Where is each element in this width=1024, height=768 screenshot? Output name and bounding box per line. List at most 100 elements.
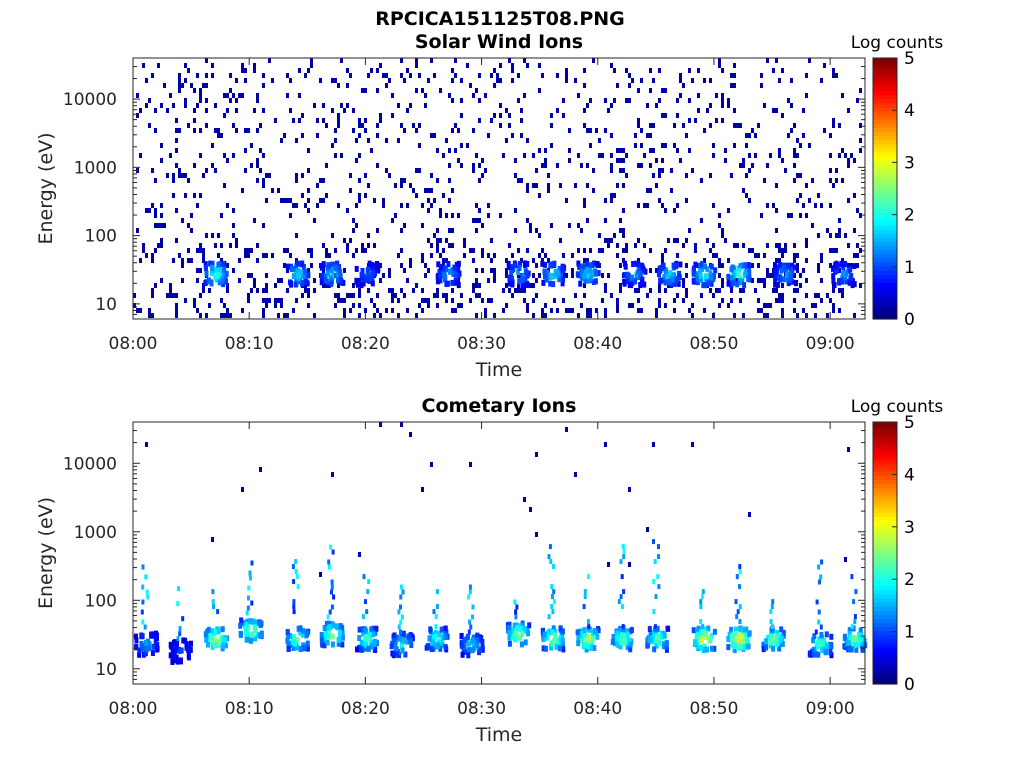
burst-cell <box>823 648 828 655</box>
heatmap-cell <box>142 248 145 253</box>
heatmap-cell <box>400 422 403 427</box>
heatmap-cell <box>562 298 565 303</box>
burst-cell <box>625 271 630 278</box>
burst-cell <box>364 599 367 605</box>
heatmap-cell <box>808 58 811 63</box>
heatmap-cell <box>640 78 643 83</box>
heatmap-cell <box>277 313 280 318</box>
heatmap-cell <box>820 78 823 83</box>
burst-cell <box>639 279 644 286</box>
heatmap-cell <box>565 427 568 432</box>
heatmap-cell <box>766 313 769 318</box>
x-tick-label: 08:00 <box>109 699 158 719</box>
heatmap-cell <box>214 243 217 248</box>
heatmap-cell <box>460 143 463 148</box>
burst-cell <box>691 270 696 277</box>
heatmap-cell <box>304 203 307 208</box>
burst-cell <box>746 262 751 269</box>
heatmap-cell <box>847 263 850 268</box>
burst <box>285 559 311 652</box>
burst-cell <box>712 628 717 635</box>
heatmap-cell <box>292 118 295 123</box>
burst-cell <box>371 265 376 272</box>
heatmap-cell <box>721 228 724 233</box>
heatmap-cell <box>154 108 157 113</box>
burst-cell <box>773 276 778 283</box>
burst-cell <box>363 640 368 647</box>
burst-cell <box>837 278 842 284</box>
heatmap-cell <box>598 248 601 253</box>
burst-cell <box>552 260 557 267</box>
colorbar-swatch <box>873 561 897 566</box>
heatmap-cell <box>334 303 337 308</box>
heatmap-cell <box>313 103 316 108</box>
heatmap-cell <box>472 93 475 98</box>
heatmap-cell <box>505 273 508 278</box>
heatmap-cell <box>169 153 172 158</box>
heatmap-cell <box>223 113 226 118</box>
heatmap-cell <box>208 288 211 293</box>
heatmap-cell <box>781 298 784 303</box>
heatmap-cell <box>196 73 199 78</box>
heatmap-cell <box>412 123 415 128</box>
burst-cell <box>543 261 548 268</box>
heatmap-cell <box>790 128 793 133</box>
burst-cell <box>208 633 213 640</box>
heatmap-cell <box>544 148 547 153</box>
burst-cell <box>549 644 554 651</box>
burst-cell <box>640 263 645 270</box>
heatmap-cell <box>310 263 313 268</box>
heatmap-cell <box>550 308 553 313</box>
colorbar-swatch <box>873 282 897 287</box>
burst-cell <box>726 273 731 280</box>
burst-cell <box>769 619 773 625</box>
heatmap-cell <box>484 93 487 98</box>
heatmap-cell <box>376 228 379 233</box>
burst-cell <box>435 273 440 280</box>
burst-cell <box>338 277 343 284</box>
heatmap-cell <box>853 158 856 163</box>
burst-cell <box>847 645 852 652</box>
heatmap-cell <box>277 188 280 193</box>
heatmap-cell <box>490 268 493 273</box>
heatmap-cell <box>829 133 832 138</box>
burst-cell <box>727 631 732 638</box>
heatmap-cell <box>676 113 679 118</box>
heatmap-cell <box>610 238 613 243</box>
heatmap-cell <box>169 93 172 98</box>
burst <box>238 560 264 644</box>
heatmap-cell <box>478 163 481 168</box>
colorbar-swatch <box>873 225 897 230</box>
heatmap-cell <box>820 298 823 303</box>
heatmap-cell <box>376 308 379 313</box>
heatmap-cell <box>727 278 730 283</box>
heatmap-cell <box>226 203 229 208</box>
heatmap-cell <box>358 133 361 138</box>
heatmap-cell <box>262 253 265 258</box>
burst-cell <box>775 630 780 636</box>
colorbar-swatch <box>873 180 897 186</box>
heatmap-cell <box>376 68 379 73</box>
burst-cell <box>585 639 590 646</box>
heatmap-cell <box>565 68 568 73</box>
heatmap-cell <box>634 143 637 148</box>
heatmap-cell <box>442 153 445 158</box>
burst-cell <box>328 609 332 615</box>
burst-cell <box>657 271 661 278</box>
heatmap-cell <box>178 88 181 93</box>
burst-cell <box>401 589 405 595</box>
heatmap-cell <box>202 253 205 258</box>
burst-cell <box>778 633 783 640</box>
burst <box>610 544 634 653</box>
x-tick-label: 08:00 <box>109 334 158 354</box>
burst-cell <box>622 549 626 555</box>
colorbar-swatch <box>873 106 897 112</box>
heatmap-cell <box>538 63 541 68</box>
heatmap-cell <box>583 123 586 128</box>
colorbar-swatch <box>873 212 897 218</box>
burst-cell <box>400 614 404 620</box>
heatmap-cell <box>580 228 583 233</box>
colorbar-swatch <box>873 622 897 628</box>
heatmap-cell <box>631 303 634 308</box>
heatmap-cell <box>661 168 664 173</box>
